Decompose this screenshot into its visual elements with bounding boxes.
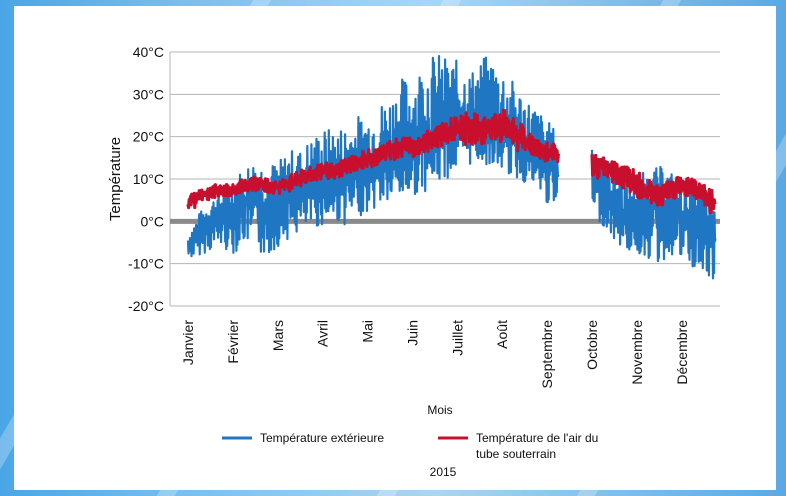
x-tick-label: Juin: [404, 320, 420, 346]
series-exterieure-line: [186, 55, 560, 258]
y-tick-label: 0°C: [141, 213, 165, 229]
y-tick-label: -20°C: [128, 298, 164, 314]
legend-label: Température extérieure: [260, 431, 384, 445]
y-tick-label: 30°C: [133, 86, 164, 102]
x-tick-labels: Janvier Février Mars Avril Mai Juin Juillet Aoû…: [180, 320, 690, 389]
x-tick-label: Décembre: [674, 320, 690, 385]
chart-footer: 2015: [430, 465, 457, 479]
chart-panel: 40°C 30°C 20°C 10°C 0°C -10°C -20°C Janvier Fév…: [14, 6, 776, 490]
legend: Température extérieure Température de l'a…: [222, 431, 598, 461]
y-tick-label: 10°C: [133, 171, 164, 187]
y-tick-labels: 40°C 30°C 20°C 10°C 0°C -10°C -20°C: [128, 44, 164, 314]
y-axis-label: Température: [107, 137, 124, 221]
legend-label: Température de l'air du tube souterrain: [476, 431, 598, 461]
series-bands: [186, 55, 717, 280]
y-tick-label: 20°C: [133, 129, 164, 145]
x-tick-label: Juillet: [449, 320, 465, 356]
x-tick-label: Novembre: [629, 320, 645, 385]
chart-svg: 40°C 30°C 20°C 10°C 0°C -10°C -20°C Janvier Fév…: [107, 44, 720, 479]
series-tube-line: [590, 153, 717, 215]
y-tick-label: 40°C: [133, 44, 164, 60]
series-exterieure-line: [590, 149, 717, 280]
x-tick-label: Mars: [270, 320, 286, 351]
x-tick-label: Mai: [360, 320, 376, 343]
x-tick-label: Octobre: [584, 320, 600, 370]
y-tick-label: -10°C: [128, 256, 164, 272]
x-tick-label: Février: [225, 320, 241, 364]
x-tick-label: Septembre: [539, 320, 555, 389]
x-tick-label: Janvier: [180, 320, 196, 365]
x-axis-label: Mois: [427, 403, 452, 417]
x-tick-label: Avril: [315, 320, 331, 347]
series-tube-line: [186, 108, 560, 210]
x-tick-label: Août: [494, 320, 510, 349]
